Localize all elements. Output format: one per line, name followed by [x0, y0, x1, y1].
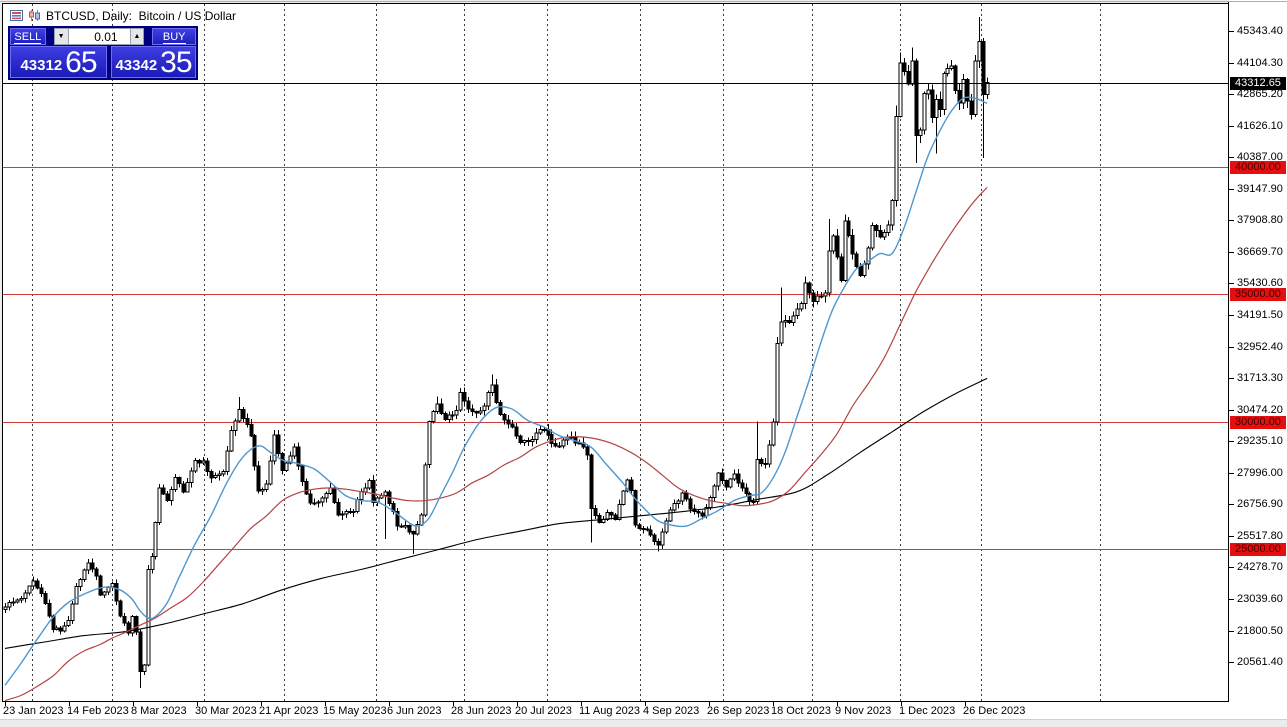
price-axis-label: 31713.30	[1237, 372, 1283, 384]
price-axis-label: 25517.80	[1237, 530, 1283, 542]
price-axis-label: 42865.20	[1237, 88, 1283, 100]
gridlines-layer	[32, 4, 1101, 701]
window-bottom-edge	[0, 719, 1287, 727]
bid-price-main: 43312	[20, 57, 63, 74]
price-axis-label: 34191.50	[1237, 309, 1283, 321]
price-axis-label: 41626.10	[1237, 120, 1283, 132]
price-axis[interactable]: 45343.40 44104.30 42865.20 41626.10 40387.00…	[1229, 0, 1287, 719]
price-axis-label: 40387.00	[1237, 151, 1283, 163]
volume-input[interactable]	[68, 28, 130, 45]
price-axis-label: 23039.60	[1237, 593, 1283, 605]
date-axis-label: 6 Jun 2023	[387, 705, 442, 717]
price-axis-label: 44104.30	[1237, 57, 1283, 69]
date-axis-label: 11 Aug 2023	[579, 705, 640, 717]
market-watch-icon	[10, 10, 23, 21]
date-axis-label: 14 Feb 2023	[67, 705, 129, 717]
ma-fast-line	[4, 96, 988, 686]
ask-price-pips: 35	[160, 46, 192, 79]
date-axis-label: 20 Jul 2023	[515, 705, 572, 717]
price-axis-label: 35430.60	[1237, 277, 1283, 289]
date-axis-label: 18 Oct 2023	[771, 705, 831, 717]
date-axis-label: 26 Dec 2023	[963, 705, 1026, 717]
sell-price-button[interactable]: 43312 65	[10, 46, 107, 78]
price-axis-label: 36669.70	[1237, 246, 1283, 258]
triangle-down-icon: ▼	[57, 33, 65, 40]
bid-price-badge: 43312.65	[1230, 77, 1286, 90]
date-axis-label: 4 Sep 2023	[643, 705, 700, 717]
panel-spacer	[46, 28, 54, 45]
one-click-trading-panel: SELL ▼ ▲ BUY 43312 65 43342 35	[8, 26, 198, 80]
price-axis-background	[1229, 0, 1287, 719]
level-price-badge: 30000.00	[1230, 416, 1286, 429]
ma-mid-line	[4, 186, 988, 702]
volume-decrease-button[interactable]: ▼	[53, 28, 69, 45]
date-axis-label: 30 Mar 2023	[195, 705, 257, 717]
chart-title: BTCUSD, Daily: Bitcoin / US Dollar	[46, 8, 237, 23]
volume-increase-button[interactable]: ▲	[129, 28, 145, 45]
price-axis-label: 29235.10	[1237, 435, 1283, 447]
price-axis-label: 26756.90	[1237, 498, 1283, 510]
chart-title-row: BTCUSD, Daily: Bitcoin / US Dollar	[10, 8, 236, 23]
price-axis-label: 21800.50	[1237, 625, 1283, 637]
level-lines-layer	[3, 167, 1228, 550]
date-axis-label: 26 Sep 2023	[707, 705, 770, 717]
date-axis-label: 28 Jun 2023	[451, 705, 512, 717]
price-axis-label: 27996.00	[1237, 467, 1283, 479]
level-price-badge: 40000.00	[1230, 161, 1286, 174]
triangle-up-icon: ▲	[133, 33, 141, 40]
chart-plot-background	[2, 3, 1229, 701]
price-axis-label: 37908.80	[1237, 214, 1283, 226]
chart-frame	[0, 1, 1287, 702]
price-axis-label: 39147.90	[1237, 183, 1283, 195]
chart-icon	[29, 10, 40, 21]
buy-button[interactable]: BUY	[152, 28, 197, 45]
date-axis-label: 15 May 2023	[323, 705, 387, 717]
bid-price-pips: 65	[65, 46, 97, 79]
price-axis-label: 30474.20	[1237, 404, 1283, 416]
ma-slow-line	[4, 377, 988, 649]
date-axis-label: 8 Mar 2023	[131, 705, 187, 717]
time-axis[interactable]: 23 Jan 2023 14 Feb 2023 8 Mar 2023 30 Mar 2…	[0, 702, 1229, 719]
level-price-badge: 25000.00	[1230, 543, 1286, 556]
price-axis-label: 24278.70	[1237, 561, 1283, 573]
price-axis-label: 45343.40	[1237, 25, 1283, 37]
level-price-badge: 35000.00	[1230, 288, 1286, 301]
panel-spacer	[144, 28, 152, 45]
date-axis-label: 9 Nov 2023	[835, 705, 892, 717]
axis-ticks	[5, 31, 1234, 706]
sell-button[interactable]: SELL	[10, 28, 46, 45]
price-axis-label: 32952.40	[1237, 341, 1283, 353]
ask-price-main: 43342	[115, 57, 158, 74]
time-axis-background	[0, 702, 1287, 719]
date-axis-label: 21 Apr 2023	[259, 705, 319, 717]
candles-layer	[3, 16, 990, 688]
date-axis-label: 1 Dec 2023	[899, 705, 956, 717]
buy-price-button[interactable]: 43342 35	[111, 46, 196, 78]
price-axis-label: 20561.40	[1237, 656, 1283, 668]
date-axis-label: 23 Jan 2023	[3, 705, 64, 717]
